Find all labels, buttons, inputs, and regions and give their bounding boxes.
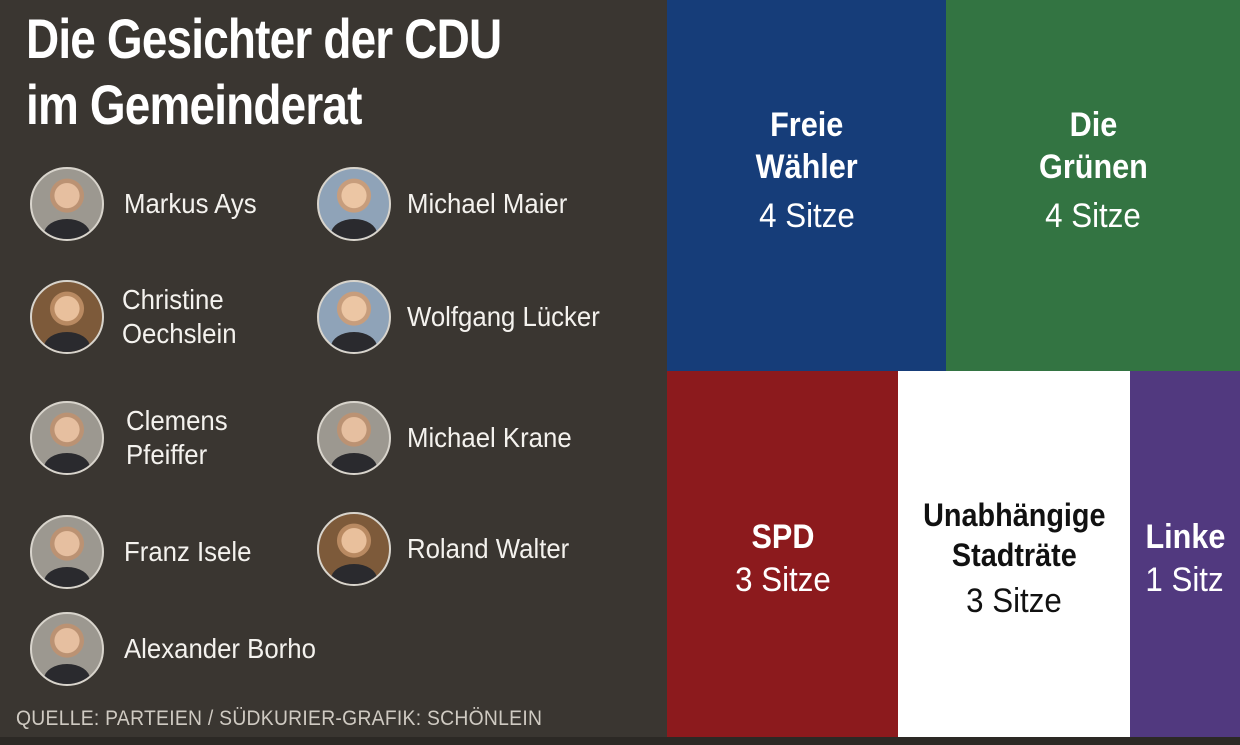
party-block-freie-waehler: Freie Wähler 4 Sitze: [667, 0, 946, 371]
party-seats: 1 Sitz: [1145, 561, 1225, 599]
party-seats: 3 Sitze: [734, 561, 831, 599]
member-item: Wolfgang Lücker: [317, 280, 617, 354]
page-title: Die Gesichter der CDU im Gemeinderat: [26, 6, 534, 138]
bottom-edge: [0, 737, 1240, 745]
member-photo: [30, 612, 104, 686]
member-name: Michael Maier: [407, 188, 568, 219]
party-block-gruene: Die Grünen 4 Sitze: [946, 0, 1240, 371]
party-seats: 4 Sitze: [758, 196, 855, 235]
party-name: Freie Wähler: [755, 105, 858, 186]
member-item: Michael Maier: [317, 167, 581, 241]
member-photo: [30, 515, 104, 589]
title-line: im Gemeinderat: [26, 73, 362, 136]
party-name: SPD: [751, 518, 814, 556]
member-item: Michael Krane: [317, 401, 586, 475]
party-seats: 4 Sitze: [1045, 196, 1141, 235]
member-item: Markus Ays: [30, 167, 268, 241]
member-item: Alexander Borho: [30, 612, 333, 686]
party-block-spd: SPD 3 Sitze: [667, 371, 898, 737]
member-photo: [30, 167, 104, 241]
party-block-linke: Linke 1 Sitz: [1130, 371, 1240, 737]
member-name: Christine Oechslein: [122, 284, 237, 349]
party-name: Die Grünen: [1038, 105, 1148, 186]
member-photo: [30, 401, 104, 475]
member-photo: [317, 401, 391, 475]
party-name: Unabhängige Stadträte: [922, 497, 1106, 573]
member-item: Franz Isele: [30, 515, 263, 589]
member-photo: [317, 167, 391, 241]
member-item: Roland Walter: [317, 512, 583, 586]
title-line: Die Gesichter der CDU: [26, 7, 502, 70]
party-name: Linke: [1145, 518, 1225, 556]
member-name: Franz Isele: [124, 536, 252, 567]
member-photo: [317, 512, 391, 586]
cdu-members-panel: Die Gesichter der CDU im Gemeinderat Mar…: [16, 6, 617, 730]
party-seats: 3 Sitze: [966, 582, 1062, 620]
member-name: Michael Krane: [407, 422, 572, 453]
member-name: Clemens Pfeiffer: [126, 405, 228, 470]
member-item: Christine Oechslein: [30, 280, 247, 354]
member-name: Roland Walter: [407, 533, 570, 564]
party-block-unabhaengige-stadtraete: Unabhängige Stadträte 3 Sitze: [898, 371, 1130, 737]
member-name: Wolfgang Lücker: [407, 301, 600, 332]
member-item: Clemens Pfeiffer: [30, 401, 236, 475]
member-name: Alexander Borho: [124, 633, 316, 664]
source-credit: QUELLE: PARTEIEN / SÜDKURIER-GRAFIK: SCH…: [16, 707, 543, 730]
member-photo: [30, 280, 104, 354]
member-photo: [317, 280, 391, 354]
member-name: Markus Ays: [124, 188, 257, 219]
